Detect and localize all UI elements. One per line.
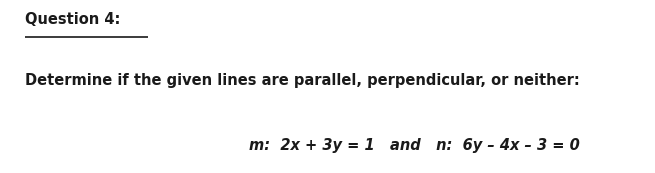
Text: Determine if the given lines are parallel, perpendicular, or neither:: Determine if the given lines are paralle… [25,73,580,88]
Text: m:  2x + 3y = 1   and   n:  6y – 4x – 3 = 0: m: 2x + 3y = 1 and n: 6y – 4x – 3 = 0 [249,138,580,153]
Text: Question 4:: Question 4: [25,12,121,27]
